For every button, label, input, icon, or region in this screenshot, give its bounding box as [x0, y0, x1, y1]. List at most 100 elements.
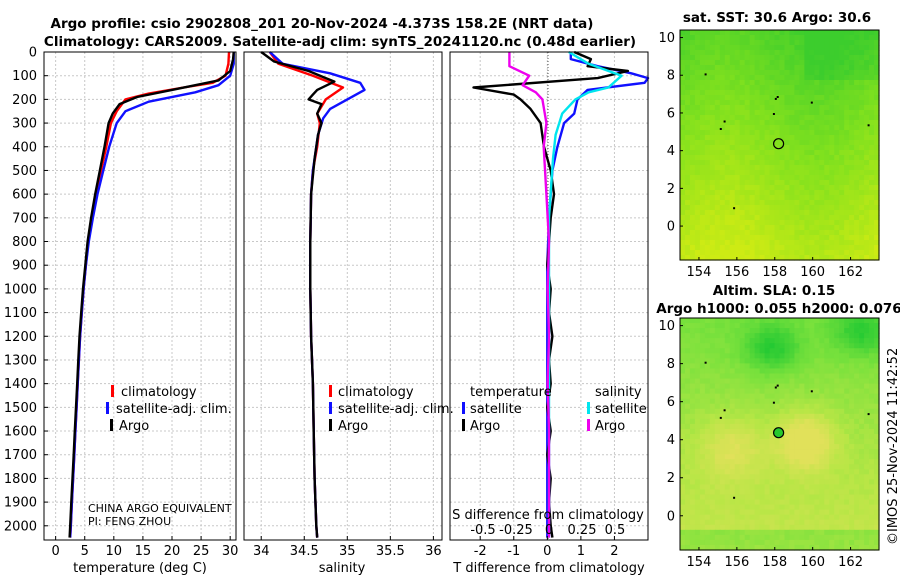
map-cell — [839, 50, 845, 56]
map-cell — [859, 50, 865, 56]
map-cell — [774, 514, 781, 521]
map-cell — [799, 524, 805, 531]
series-argo — [260, 51, 336, 538]
map-cell — [829, 534, 835, 541]
map-cell — [699, 509, 706, 516]
map-cell — [784, 210, 791, 216]
map-cell — [874, 444, 880, 450]
map-cell — [719, 514, 726, 521]
map-cell — [754, 413, 761, 420]
map-cell — [874, 190, 880, 196]
map-cell — [779, 150, 786, 156]
map-cell — [709, 240, 716, 246]
map-cell — [744, 130, 751, 136]
map-cell — [719, 353, 726, 359]
map-cell — [779, 185, 786, 191]
map-cell — [809, 519, 815, 526]
map-cell — [709, 40, 716, 46]
map-cell — [854, 403, 860, 410]
map-cell — [764, 55, 771, 61]
map-cell — [844, 393, 850, 400]
map-cell — [729, 250, 736, 256]
map-cell — [729, 85, 736, 91]
map-cell — [869, 195, 875, 201]
map-cell — [759, 85, 766, 91]
map-cell — [874, 524, 880, 531]
map-cell — [819, 105, 825, 111]
map-cell — [824, 195, 830, 201]
map-cell — [684, 444, 691, 450]
map-cell — [739, 378, 746, 385]
map-cell — [859, 439, 865, 445]
map-cell — [834, 398, 840, 405]
map-cell — [724, 454, 731, 460]
map-cell — [814, 423, 820, 430]
map-cell — [844, 185, 850, 191]
map-cell — [734, 230, 741, 236]
map-cell — [819, 323, 825, 329]
map-cell — [849, 165, 855, 171]
map-cell — [744, 50, 751, 56]
map-cell — [694, 180, 701, 186]
map-cell — [804, 220, 810, 226]
map-cell — [874, 544, 880, 551]
map-cell — [809, 403, 815, 410]
map-cell — [704, 464, 711, 470]
map-cell — [724, 539, 731, 546]
map-cell — [680, 383, 686, 390]
map-cell — [864, 539, 870, 546]
map-cell — [769, 464, 776, 470]
map-cell — [834, 245, 840, 251]
map-cell — [729, 489, 736, 496]
map-cell — [749, 358, 756, 364]
depth-tick-label: 1100 — [4, 306, 37, 321]
map-cell — [784, 338, 791, 344]
map-cell — [754, 363, 761, 370]
map-cell — [864, 200, 870, 206]
map-cell — [794, 240, 800, 246]
map-cell — [824, 514, 830, 521]
map-cell — [719, 95, 726, 101]
map-cell — [754, 85, 761, 91]
map-cell — [714, 363, 721, 370]
map-cell — [764, 45, 771, 51]
map-cell — [689, 140, 696, 146]
map-cell — [734, 489, 741, 496]
depth-tick-label: 1000 — [4, 282, 37, 297]
map-cell — [864, 75, 870, 81]
map-cell — [794, 215, 800, 221]
map-cell — [729, 155, 736, 161]
map-cell — [864, 250, 870, 256]
map-cell — [744, 165, 751, 171]
map-cell — [799, 393, 805, 400]
map-cell — [814, 245, 820, 251]
map-cell — [864, 115, 870, 121]
map-x-tick-label: 162 — [838, 555, 863, 570]
map-cell — [684, 70, 691, 76]
island-dot — [810, 101, 813, 104]
map-cell — [704, 50, 711, 56]
map-cell — [704, 519, 711, 526]
map-cell — [859, 459, 865, 465]
map-cell — [719, 185, 726, 191]
map-cell — [764, 205, 771, 211]
map-cell — [709, 469, 716, 475]
depth-tick-label: 1700 — [4, 448, 37, 463]
map-cell — [729, 60, 736, 66]
map-cell — [689, 35, 696, 41]
map-cell — [680, 210, 686, 216]
map-cell — [869, 323, 875, 329]
map-cell — [849, 35, 855, 41]
map-cell — [684, 135, 691, 141]
map-cell — [754, 95, 761, 101]
map-cell — [680, 85, 686, 91]
map-cell — [859, 378, 865, 385]
map-cell — [864, 45, 870, 51]
map-cell — [869, 408, 875, 415]
map-cell — [804, 95, 810, 101]
map-cell — [724, 80, 731, 86]
map-cell — [689, 255, 696, 261]
map-cell — [869, 509, 875, 516]
map-cell — [799, 499, 805, 506]
map-cell — [864, 323, 870, 329]
